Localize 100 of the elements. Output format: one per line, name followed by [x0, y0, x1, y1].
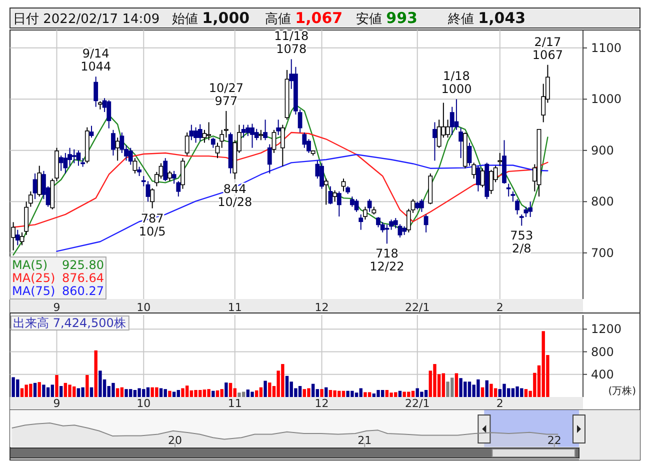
x-tick-label: 2 — [496, 301, 504, 314]
candlestick — [137, 166, 142, 177]
candlestick — [146, 180, 150, 202]
candlestick — [76, 150, 81, 166]
bar — [385, 390, 389, 397]
bar — [220, 389, 224, 397]
y-tick-label: 800 — [591, 194, 614, 209]
candlestick — [111, 129, 116, 156]
x-tick-label: 11 — [228, 301, 242, 314]
candlestick — [528, 201, 533, 218]
bar — [116, 388, 120, 397]
bar — [502, 384, 506, 397]
candlestick — [432, 122, 437, 162]
candlestick — [367, 198, 372, 212]
candlestick — [132, 158, 138, 174]
candlestick — [202, 129, 207, 144]
y-tick-label: 1200 — [591, 322, 622, 336]
candlestick — [524, 206, 528, 218]
candlestick — [354, 198, 359, 212]
bar — [238, 392, 241, 397]
candlestick — [120, 132, 124, 154]
candlestick — [358, 214, 364, 230]
bar — [398, 390, 402, 397]
bar — [285, 376, 289, 397]
x-tick-label: 12 — [314, 397, 329, 410]
text: MA(75) — [12, 284, 56, 298]
bar — [485, 380, 488, 397]
bar — [146, 387, 150, 397]
text: 終値 1,043 — [447, 9, 526, 27]
bar — [46, 387, 50, 397]
bar — [81, 387, 84, 397]
candlestick — [324, 178, 328, 206]
bar — [185, 386, 189, 397]
bar — [94, 350, 98, 397]
annotation: 876.64 — [62, 271, 104, 285]
bar — [446, 382, 450, 397]
bar — [172, 392, 176, 397]
bar — [90, 387, 94, 397]
x-tick-label: 21 — [358, 434, 372, 447]
annotation: 753 2/8 — [510, 228, 534, 256]
candlestick — [189, 124, 194, 141]
candlestick — [276, 119, 281, 136]
bar — [33, 382, 37, 397]
bar — [255, 390, 258, 397]
candlestick — [480, 168, 485, 188]
bar — [468, 382, 472, 397]
x-tick-label: 2 — [496, 397, 504, 410]
bar — [320, 389, 324, 397]
bar — [307, 388, 310, 397]
bar — [64, 382, 68, 397]
bar — [372, 393, 376, 397]
candlestick — [184, 132, 190, 156]
candlestick — [384, 224, 390, 244]
annotation: 925.80 — [62, 258, 104, 272]
bar — [420, 392, 424, 397]
text: 安値 993 — [356, 9, 418, 27]
bar — [168, 390, 172, 397]
candlestick — [198, 124, 202, 142]
bar — [176, 390, 180, 397]
bar — [224, 382, 228, 397]
bar — [42, 384, 46, 397]
bar — [390, 392, 393, 397]
bar — [181, 388, 184, 397]
chart-title: 出来高 7,424,500株 — [13, 316, 126, 330]
text: 始値 1,000 — [172, 9, 250, 27]
y-tick-label: 400 — [591, 367, 614, 382]
text: MA(25) — [12, 271, 56, 285]
candlestick — [363, 206, 368, 220]
candlestick — [272, 129, 276, 154]
bar — [454, 373, 458, 397]
bar — [490, 384, 493, 397]
bar — [524, 389, 528, 397]
chart-title: 日付 2022/02/17 14:09 — [13, 12, 160, 27]
bar — [124, 389, 128, 397]
bar — [228, 382, 232, 397]
candlestick — [94, 76, 98, 108]
candlestick — [128, 147, 133, 166]
x-tick-label: 22/1 — [405, 397, 430, 410]
bar — [138, 388, 141, 397]
bar — [242, 392, 246, 397]
bar — [112, 382, 115, 397]
bar — [133, 390, 137, 397]
candlestick — [263, 119, 268, 141]
x-tick-label: 20 — [168, 434, 182, 447]
bar — [55, 375, 58, 397]
bar — [76, 388, 80, 397]
bar — [442, 373, 446, 397]
candlestick — [398, 224, 402, 238]
candlestick — [267, 144, 272, 174]
candlestick — [15, 229, 20, 246]
candlestick — [58, 155, 64, 172]
bar — [12, 377, 15, 397]
bar — [164, 389, 167, 397]
candlestick — [168, 170, 172, 182]
bar — [359, 388, 362, 397]
bar — [364, 392, 367, 397]
x-tick-label: 22 — [547, 434, 562, 447]
x-tick-label: 9 — [53, 397, 60, 410]
candlestick — [498, 152, 502, 166]
bar — [298, 386, 302, 397]
